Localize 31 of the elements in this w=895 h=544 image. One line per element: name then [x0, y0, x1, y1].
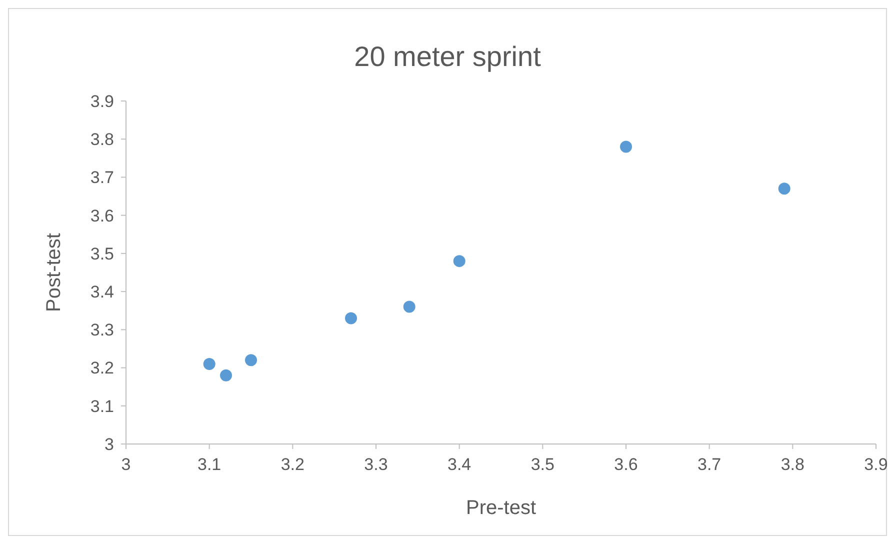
y-tick-label: 3.3: [90, 320, 114, 340]
chart-title: 20 meter sprint: [354, 41, 542, 72]
y-tick-label: 3.2: [90, 358, 114, 378]
y-tick-label: 3: [104, 434, 114, 454]
y-tick-label: 3.1: [90, 396, 114, 416]
x-tick-label: 3.9: [864, 455, 888, 474]
point: [203, 358, 216, 370]
x-tick-label: 3: [121, 455, 131, 474]
point: [245, 354, 257, 366]
y-tick-label: 3.8: [90, 130, 114, 150]
y-tick-label: 3.9: [90, 92, 114, 111]
point: [620, 140, 632, 153]
y-tick-label: 3.5: [90, 244, 114, 264]
point: [345, 312, 357, 324]
point: [778, 182, 790, 195]
point: [453, 255, 466, 268]
x-tick-label: 3.7: [698, 455, 722, 474]
x-tick-label: 3.6: [614, 455, 638, 474]
point: [403, 300, 416, 313]
x-tick-label: 3.8: [780, 455, 804, 474]
x-tick-label: 3.1: [198, 455, 222, 474]
y-tick-label: 3.6: [90, 206, 114, 226]
y-axis-title: Post-test: [43, 232, 65, 312]
x-tick-label: 3.3: [364, 455, 388, 474]
x-tick-label: 3.5: [530, 455, 554, 474]
x-axis-title: Pre-test: [466, 497, 536, 519]
point: [220, 369, 232, 382]
y-tick-label: 3.4: [90, 282, 114, 302]
y-tick-label: 3.7: [90, 168, 114, 188]
x-tick-label: 3.4: [448, 455, 472, 474]
x-tick-label: 3.2: [280, 455, 304, 474]
